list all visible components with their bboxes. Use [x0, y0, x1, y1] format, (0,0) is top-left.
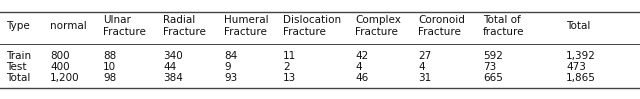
Text: 88: 88 — [103, 51, 116, 61]
Text: 400: 400 — [50, 62, 70, 72]
Text: Radial
Fracture: Radial Fracture — [163, 15, 206, 37]
Text: 1,392: 1,392 — [566, 51, 596, 61]
Text: 11: 11 — [283, 51, 296, 61]
Text: 9: 9 — [224, 62, 230, 72]
Text: 98: 98 — [103, 73, 116, 83]
Text: 4: 4 — [418, 62, 424, 72]
Text: Total of
fracture: Total of fracture — [483, 15, 525, 37]
Text: 93: 93 — [224, 73, 237, 83]
Text: 13: 13 — [283, 73, 296, 83]
Text: Dislocation
Fracture: Dislocation Fracture — [283, 15, 341, 37]
Text: 473: 473 — [566, 62, 586, 72]
Text: 340: 340 — [163, 51, 183, 61]
Text: Total: Total — [566, 21, 590, 31]
Text: 800: 800 — [50, 51, 70, 61]
Text: 1,865: 1,865 — [566, 73, 596, 83]
Text: 44: 44 — [163, 62, 176, 72]
Text: 592: 592 — [483, 51, 503, 61]
Text: Type: Type — [6, 21, 29, 31]
Text: 10: 10 — [103, 62, 116, 72]
Text: 84: 84 — [224, 51, 237, 61]
Text: 42: 42 — [355, 51, 368, 61]
Text: Total: Total — [6, 73, 30, 83]
Text: Test: Test — [6, 62, 26, 72]
Text: normal: normal — [50, 21, 87, 31]
Text: 27: 27 — [418, 51, 431, 61]
Text: 665: 665 — [483, 73, 503, 83]
Text: 31: 31 — [418, 73, 431, 83]
Text: 2: 2 — [283, 62, 290, 72]
Text: Humeral
Fracture: Humeral Fracture — [224, 15, 269, 37]
Text: Complex
Fracture: Complex Fracture — [355, 15, 401, 37]
Text: 73: 73 — [483, 62, 496, 72]
Text: Ulnar
Fracture: Ulnar Fracture — [103, 15, 146, 37]
Text: 1,200: 1,200 — [50, 73, 79, 83]
Text: 46: 46 — [355, 73, 368, 83]
Text: Coronoid
Fracture: Coronoid Fracture — [418, 15, 465, 37]
Text: 384: 384 — [163, 73, 183, 83]
Text: Train: Train — [6, 51, 31, 61]
Text: 4: 4 — [355, 62, 362, 72]
